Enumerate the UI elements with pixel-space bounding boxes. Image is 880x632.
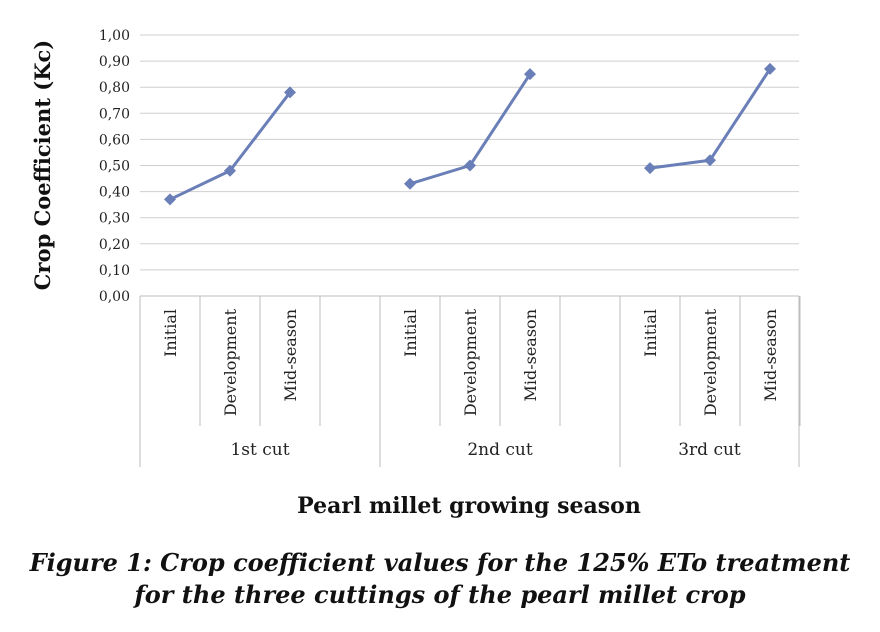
x-tick-label: Initial (641, 309, 660, 357)
y-tick-label: 0,30 (99, 211, 130, 227)
data-point (764, 62, 776, 75)
category-axis: Initial Development Mid-season 1st cut Initi… (139, 296, 801, 467)
x-axis-label: Pearl millet growing season (297, 493, 641, 519)
y-tick-label: 0,70 (99, 106, 130, 122)
data-point (524, 68, 536, 81)
data-point (644, 162, 656, 175)
y-tick-label: 0,80 (99, 80, 130, 96)
group-label: 2nd cut (467, 440, 533, 460)
caption-line-1: Figure 1: Crop coefficient values for th… (29, 548, 851, 577)
x-tick-label: Mid-season (521, 309, 540, 402)
x-tick-label: Development (221, 308, 240, 416)
data-point (404, 177, 416, 190)
data-point (284, 86, 296, 99)
x-tick-label: Initial (401, 309, 420, 357)
data-point (224, 164, 236, 177)
y-tick-label: 0,00 (99, 289, 130, 305)
series-lines (164, 62, 776, 206)
x-tick-label: Development (701, 308, 720, 416)
y-tick-label: 0,10 (99, 263, 130, 279)
y-axis-label: Crop Coefficient (Kc) (30, 40, 55, 290)
figure-caption: Figure 1: Crop coefficient values for th… (0, 547, 880, 611)
y-tick-label: 0,90 (99, 54, 130, 70)
x-tick-label: Mid-season (761, 309, 780, 402)
y-tick-label: 0,60 (99, 132, 130, 148)
x-tick-label: Mid-season (281, 309, 300, 402)
series-line (169, 91, 292, 201)
data-point (704, 154, 716, 167)
y-tick-label: 0,40 (99, 185, 130, 201)
series-line (649, 68, 772, 170)
y-tick-labels: 0,00 0,10 0,20 0,30 0,40 0,50 0,60 0,70 0,80 0,90… (99, 28, 130, 305)
caption-line-2: for the three cuttings of the pearl mill… (134, 580, 746, 609)
y-tick-label: 1,00 (99, 28, 130, 44)
line-chart: 0,00 0,10 0,20 0,30 0,40 0,50 0,60 0,70 0,80 0,90… (30, 28, 801, 519)
y-tick-label: 0,20 (99, 237, 130, 253)
group-label: 3rd cut (678, 440, 741, 460)
group-label: 1st cut (230, 440, 289, 460)
data-point (464, 159, 476, 172)
x-tick-label: Initial (161, 309, 180, 357)
data-point (164, 193, 176, 206)
x-tick-label: Development (461, 308, 480, 416)
y-tick-label: 0,50 (99, 159, 130, 175)
